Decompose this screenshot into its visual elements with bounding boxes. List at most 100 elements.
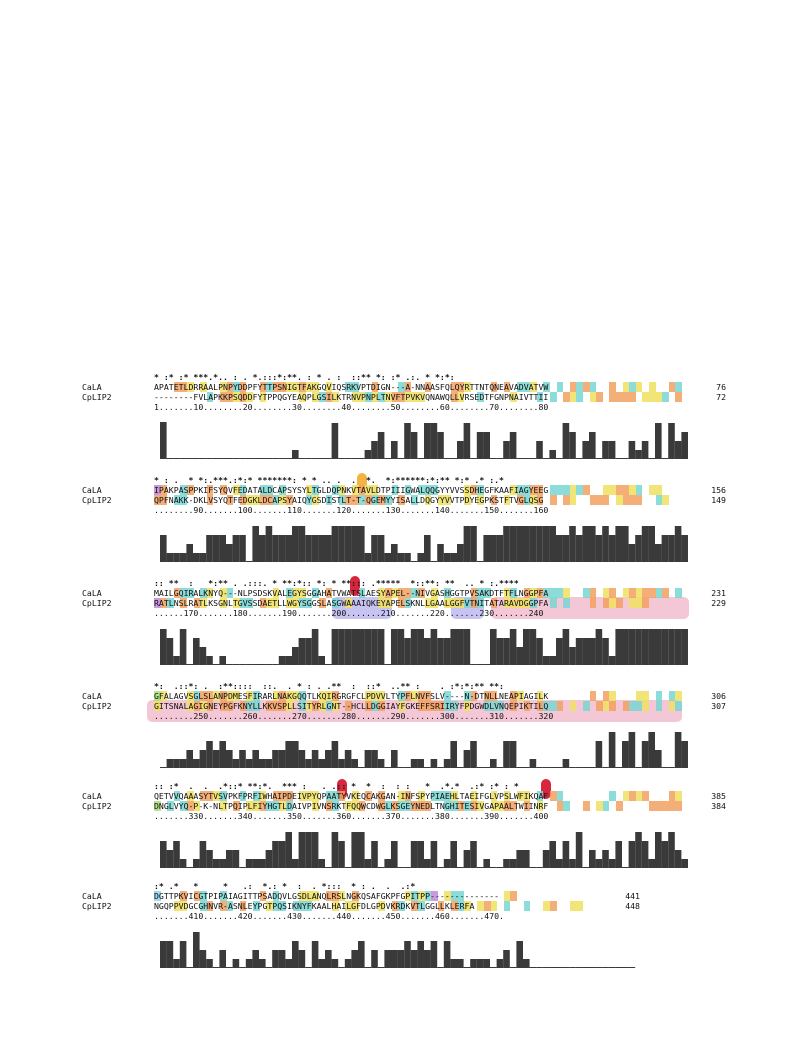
- conservation-bar: [417, 841, 424, 868]
- conservation-bar: [212, 535, 220, 562]
- conservation-bar: [556, 859, 563, 868]
- conservation-bar: [661, 767, 669, 768]
- conservation-bar: [529, 458, 537, 459]
- position-ruler: ......170.......180.......190.......200.…: [154, 608, 544, 618]
- conservation-bar: [384, 553, 391, 562]
- consensus-line: :* .* * * .: *.: * : . *::: * : . . .:*: [154, 881, 416, 891]
- conservation-bar: [443, 941, 451, 968]
- conservation-bar: [443, 553, 451, 562]
- conservation-bar: [476, 432, 484, 459]
- conservation-bar: [292, 647, 299, 665]
- conservation-bar: [397, 553, 405, 562]
- conservation-bar: [239, 458, 246, 459]
- conservation-bar: [536, 441, 543, 459]
- conservation-bar: [193, 759, 200, 768]
- conservation-bar: [239, 967, 246, 968]
- conservation-bar: [437, 867, 444, 868]
- conservation-bar: [219, 859, 226, 868]
- conservation-bar: [259, 458, 266, 459]
- conservation-bar: [160, 535, 167, 562]
- conservation-bar: [391, 841, 398, 868]
- conservation-bar: [569, 967, 576, 968]
- conservation-bar: [516, 526, 523, 562]
- conservation-bar: [371, 535, 378, 562]
- conservation-bar: [377, 535, 385, 562]
- conservation-bar: [298, 458, 306, 459]
- conservation-bar: [199, 647, 207, 665]
- conservation-bar: [305, 535, 312, 562]
- conservation-bar: [371, 441, 378, 459]
- conservation-bar: [206, 458, 213, 459]
- conservation-bar: [404, 767, 411, 768]
- conservation-bar: [166, 941, 174, 968]
- conservation-bar: [562, 967, 570, 968]
- conservation-bar: [503, 950, 510, 968]
- conservation-bar: [377, 867, 385, 868]
- conservation-bar: [173, 553, 180, 562]
- conservation-bar: [490, 629, 497, 665]
- conservation-bar: [476, 767, 484, 768]
- conservation-bar: [292, 450, 299, 459]
- conservation-bar: [615, 841, 622, 868]
- conservation-bar: [391, 441, 398, 459]
- conservation-bar: [608, 656, 616, 665]
- conservation-bar: [219, 458, 226, 459]
- conservation-bar: [503, 526, 510, 562]
- conservation-bar: [589, 638, 596, 665]
- conservation-bar: [285, 656, 292, 665]
- conservation-bar: [542, 967, 550, 968]
- conservation-bar: [371, 950, 378, 968]
- conservation-bar: [523, 526, 530, 562]
- conservation-bar: [179, 629, 187, 665]
- conservation-bar: [622, 629, 629, 665]
- conservation-bar: [575, 535, 583, 562]
- conservation-bar: [344, 959, 352, 968]
- conservation-bar: [648, 526, 655, 562]
- conservation-bar: [602, 767, 609, 768]
- conservation-bar: [523, 767, 530, 768]
- conservation-bar: [364, 859, 372, 868]
- conservation-bar: [622, 526, 629, 562]
- consensus-line: * :* :* ***.*.. : . *.:::*:**. : * . : :…: [154, 372, 455, 382]
- conservation-bar: [595, 535, 603, 562]
- conservation-histogram: [160, 832, 688, 868]
- conservation-bar: [529, 526, 537, 562]
- conservation-histogram: [160, 732, 688, 768]
- conservation-bar: [483, 664, 490, 665]
- conservation-bar: [186, 867, 193, 868]
- conservation-bar: [490, 867, 497, 868]
- conservation-bar: [410, 950, 418, 968]
- sequence-name: CaLA: [82, 485, 102, 495]
- conservation-bar: [239, 664, 246, 665]
- active-site-marker: [356, 473, 367, 493]
- conservation-bar: [457, 441, 464, 459]
- conservation-bar: [470, 458, 477, 459]
- conservation-bar: [285, 458, 292, 459]
- conservation-bar: [542, 656, 550, 665]
- conservation-bar: [463, 850, 471, 868]
- active-site-marker: [336, 779, 347, 799]
- conservation-bar: [443, 638, 451, 665]
- conservation-bar: [371, 841, 378, 868]
- conservation-bar: [377, 629, 385, 665]
- conservation-bar: [371, 750, 378, 768]
- conservation-bar: [371, 629, 378, 665]
- sequence-name: CpLIP2: [82, 495, 112, 505]
- conservation-bar: [377, 759, 385, 768]
- conservation-bar: [377, 432, 385, 459]
- conservation-bar: [364, 450, 372, 459]
- conservation-bar: [325, 750, 332, 768]
- conservation-bar: [226, 967, 233, 968]
- conservation-bar: [193, 932, 200, 968]
- sequence-end-position: 385: [711, 791, 726, 801]
- sequence-end-position: 149: [711, 495, 726, 505]
- conservation-bar: [641, 441, 649, 459]
- conservation-bar: [331, 629, 339, 665]
- conservation-bar: [351, 629, 358, 665]
- position-ruler: 1.......10........20........30........40…: [154, 402, 549, 412]
- conservation-bar: [608, 967, 616, 968]
- conservation-bar: [384, 859, 391, 868]
- conservation-bar: [417, 759, 424, 768]
- conservation-bar: [278, 841, 286, 868]
- conservation-bar: [615, 629, 622, 665]
